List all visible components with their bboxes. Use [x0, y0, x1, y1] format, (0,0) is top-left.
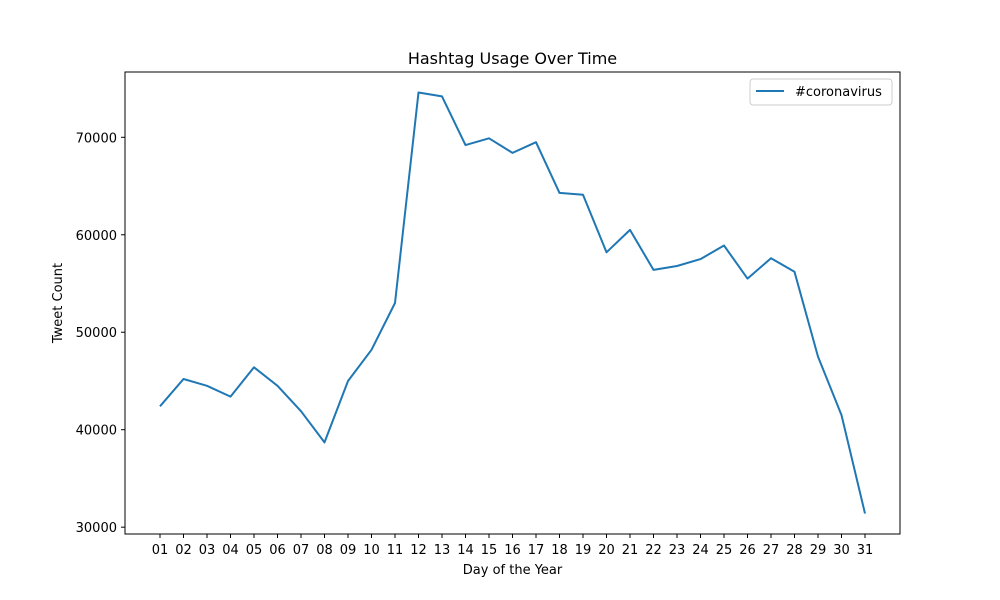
x-tick-label: 15 [481, 543, 498, 558]
x-axis-label: Day of the Year [463, 563, 563, 578]
x-tick-label: 09 [340, 543, 357, 558]
plot-area: 01 02 03 04 05 06 07 08 09 10 11 12 13 14 15 16 17 18 19 20… [76, 91, 874, 558]
x-tick-label: 20 [598, 543, 615, 558]
x-tick-label: 30 [833, 543, 850, 558]
x-tick-label: 25 [716, 543, 733, 558]
x-tick-label: 19 [575, 543, 592, 558]
y-tick-label: 40000 [76, 424, 117, 439]
x-tick-label: 12 [410, 543, 427, 558]
x-tick-label: 03 [199, 543, 216, 558]
x-tick-label: 21 [622, 543, 639, 558]
x-tick-label: 22 [645, 543, 662, 558]
x-tick-label: 02 [175, 543, 192, 558]
legend-box [749, 78, 893, 106]
chart-title: Hashtag Usage Over Time [408, 49, 617, 68]
y-tick-label: 50000 [76, 326, 117, 341]
x-tick-label: 08 [316, 543, 333, 558]
y-axis-label: Tweet Count [51, 263, 66, 344]
x-tick-label: 10 [363, 543, 380, 558]
x-tick-label: 26 [739, 543, 756, 558]
y-tick-label: 30000 [76, 521, 117, 536]
legend-label: #coronavirus [795, 85, 882, 100]
x-tick-label: 11 [387, 543, 404, 558]
y-tick-label: 70000 [76, 131, 117, 146]
x-tick-label: 27 [763, 543, 780, 558]
x-tick-label: 18 [551, 543, 568, 558]
x-tick-label: 06 [269, 543, 286, 558]
x-tick-label: 07 [293, 543, 310, 558]
series-line [159, 91, 866, 514]
x-tick-label: 17 [528, 543, 545, 558]
plot-frame [124, 71, 901, 535]
x-tick-label: 16 [504, 543, 521, 558]
x-tick-label: 28 [786, 543, 803, 558]
x-tick-label: 04 [222, 543, 239, 558]
x-tick-label: 13 [434, 543, 451, 558]
x-tick-label: 23 [669, 543, 686, 558]
x-tick-label: 05 [246, 543, 263, 558]
legend: #coronavirus [749, 78, 893, 106]
y-tick-label: 60000 [76, 229, 117, 244]
x-tick-label: 29 [810, 543, 827, 558]
x-tick-label: 31 [857, 543, 874, 558]
x-tick-label: 14 [457, 543, 474, 558]
x-tick-label: 24 [692, 543, 709, 558]
x-tick-label: 01 [152, 543, 169, 558]
